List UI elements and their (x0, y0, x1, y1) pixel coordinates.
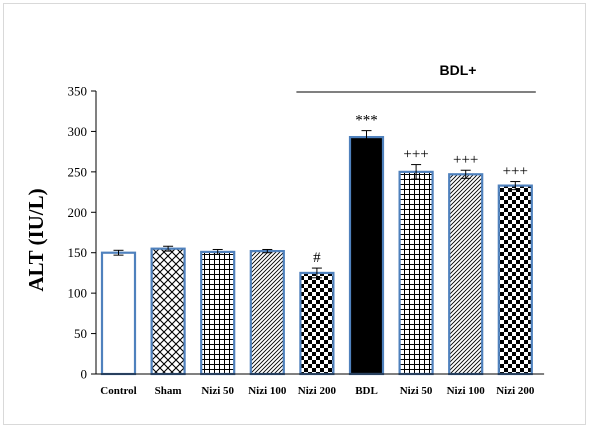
x-category-label: Nizi 100 (248, 385, 287, 397)
y-tick-label: 0 (81, 367, 88, 382)
y-tick-label: 200 (68, 205, 88, 220)
y-tick-label: 300 (68, 124, 88, 139)
bar-2 (150, 247, 186, 376)
x-category-label: Nizi 50 (400, 385, 433, 397)
x-category-label: Nizi 50 (201, 385, 234, 397)
bdl-group-label: BDL+ (439, 62, 476, 78)
x-category-label: Nizi 200 (298, 385, 337, 397)
bar-7 (398, 170, 434, 376)
bar-3 (200, 250, 236, 376)
y-tick-label: 350 (68, 84, 88, 99)
x-category-label: Sham (155, 385, 182, 397)
y-tick-label: 100 (68, 286, 88, 301)
bars (100, 135, 533, 376)
significance-mark: # (313, 250, 321, 266)
chart-frame: ALT (IU/L) 0 50 100 150 200 250 300 350 # *** +++… (3, 3, 586, 425)
significance-mark: +++ (503, 164, 528, 180)
bar-6 (348, 135, 385, 376)
bar-8 (448, 173, 484, 376)
y-tick-label: 250 (68, 164, 88, 179)
alt-bar-chart: ALT (IU/L) 0 50 100 150 200 250 300 350 # *** +++… (24, 62, 545, 397)
x-axis-categories: Control Sham Nizi 50 Nizi 100 Nizi 200 BDL Niz… (100, 385, 535, 397)
significance-mark: *** (355, 113, 378, 129)
significance-mark: +++ (453, 152, 478, 168)
x-category-label: BDL (355, 385, 378, 397)
x-category-label: Control (100, 385, 136, 397)
y-tick-label: 150 (68, 245, 88, 260)
bar-1 (100, 251, 137, 376)
y-tick-label: 50 (74, 326, 87, 341)
bar-5 (299, 271, 335, 376)
error-bars (113, 130, 521, 279)
x-category-label: Nizi 100 (447, 385, 486, 397)
y-axis-ticks: 0 50 100 150 200 250 300 350 (68, 84, 96, 382)
x-category-label: Nizi 200 (496, 385, 535, 397)
significance-annotations: # *** +++ +++ +++ (313, 113, 528, 266)
y-axis-label: ALT (IU/L) (24, 188, 48, 291)
bar-4 (249, 249, 285, 376)
bar-9 (497, 184, 533, 376)
significance-mark: +++ (403, 147, 428, 163)
